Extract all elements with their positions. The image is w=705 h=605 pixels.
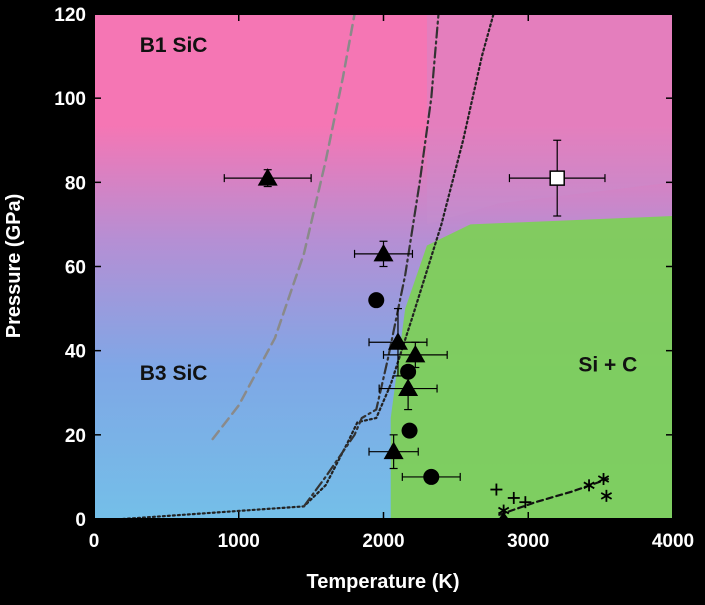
x-axis-label: Temperature (K) (307, 571, 460, 593)
triangle-point-4 (398, 378, 419, 397)
circle-point-1 (400, 363, 417, 380)
circle-point-3 (423, 468, 440, 485)
star-point-1 (583, 479, 595, 492)
y-tick-label-5: 100 (54, 89, 86, 110)
axis-ticks: 0 1000 2000 3000 4000 0 20 40 60 80 100 120 (54, 5, 694, 552)
region-labels: B1 SiC B3 SiC Si + C (140, 34, 638, 385)
x-tick-label-1: 1000 (218, 531, 260, 552)
circle-point-0 (368, 292, 385, 309)
x-tick-label-4: 4000 (652, 531, 694, 552)
y-tick-label-6: 120 (54, 5, 86, 26)
plus-point-0 (490, 483, 503, 496)
triangle-point-0 (257, 168, 278, 186)
triangle-point-1 (373, 243, 394, 262)
si-c-region (390, 216, 673, 519)
plus-point-2 (519, 496, 532, 509)
y-tick-label-3: 60 (65, 258, 86, 279)
open-square-point (549, 170, 565, 186)
region-label-1: B3 SiC (140, 362, 208, 385)
triangle-point-3 (405, 344, 426, 363)
y-tick-label-1: 20 (65, 426, 86, 447)
x-tick-label-2: 2000 (362, 531, 404, 552)
triangle-point-5 (383, 441, 404, 460)
phase-boundary-dashed-0 (211, 14, 356, 441)
star-point-3 (600, 489, 613, 502)
b1-blend-region (426, 14, 673, 225)
y-axis-label: Pressure (GPa) (3, 194, 25, 339)
region-label-2: Si + C (578, 354, 637, 377)
plus-point-1 (507, 491, 520, 504)
star-point-2 (597, 473, 610, 486)
y-tick-label-0: 0 (75, 510, 86, 531)
x-tick-label-3: 3000 (507, 531, 549, 552)
region-label-0: B1 SiC (140, 34, 208, 57)
phase-boundary-dotted-1 (121, 14, 495, 519)
y-tick-label-4: 80 (65, 173, 86, 194)
data-markers (223, 139, 613, 526)
circle-point-2 (401, 422, 418, 439)
y-tick-label-2: 40 (65, 342, 86, 363)
x-tick-label-0: 0 (89, 531, 100, 552)
phase-boundary-dashdot-2 (302, 14, 440, 508)
phase-region-background (94, 14, 673, 519)
triangle-point-2 (387, 332, 408, 350)
